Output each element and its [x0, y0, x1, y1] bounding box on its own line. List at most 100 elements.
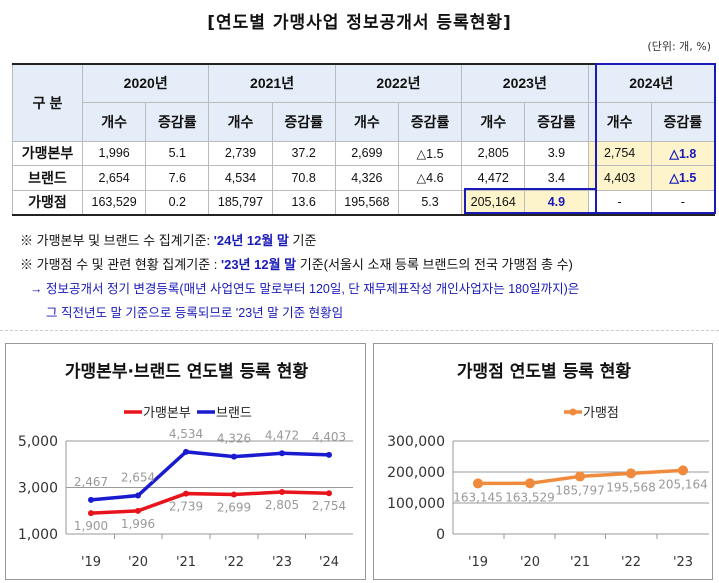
year-header: 2022년 — [334, 63, 463, 103]
count-cell: 4,472 — [461, 165, 526, 191]
y-tick-label: 3,000 — [18, 481, 58, 497]
legend-label: 브랜드 — [216, 406, 252, 421]
table-row: 가맹점 163,529 0.2 185,797 13.6 195,568 5.3 205,16… — [12, 189, 716, 215]
x-tick-label: '23 — [673, 555, 693, 570]
y-tick-label: 1,000 — [18, 527, 58, 543]
y-tick-label: 300,000 — [387, 434, 445, 450]
note-4: 그 직전년도 말 기준으로 등록되므로 '23년 말 기준 현황임 — [46, 306, 344, 320]
data-label: 2,654 — [121, 471, 155, 485]
x-tick-label: '19 — [468, 555, 488, 570]
x-tick-label: '21 — [570, 555, 590, 570]
row-label: 브랜드 — [12, 165, 83, 191]
count-cell: 2,654 — [81, 165, 147, 191]
data-point — [279, 489, 285, 496]
data-point — [279, 450, 285, 457]
rate-cell: 4.9 — [524, 189, 589, 215]
data-label: 185,797 — [555, 483, 605, 497]
count-header: 개수 — [461, 101, 526, 142]
x-tick-label: '22 — [621, 555, 641, 570]
chart-stores: 가맹점 연도별 등록 현황 가맹점 0 100,000 200,000 300,000 '1… — [373, 343, 713, 580]
count-cell: 185,797 — [208, 189, 273, 215]
count-cell: 4,534 — [208, 165, 273, 191]
rate-cell: 5.3 — [397, 189, 463, 215]
note-text: 기준(서울시 소재 등록 브랜드의 전국 가맹점 총 수) — [296, 257, 573, 272]
data-label: 4,534 — [169, 427, 203, 441]
data-label: 2,739 — [169, 500, 203, 514]
rate-cell: - — [650, 189, 716, 215]
x-tick-label: '22 — [224, 555, 244, 570]
x-tick-label: '20 — [128, 555, 148, 570]
data-label: 1,996 — [121, 517, 155, 531]
count-cell: 2,699 — [334, 140, 399, 166]
count-cell: 195,568 — [334, 189, 399, 215]
y-tick-label: 0 — [436, 527, 445, 543]
corner-header: 구 분 — [12, 63, 83, 142]
rate-header: 증감률 — [145, 101, 210, 142]
data-point — [525, 478, 535, 489]
data-label: 2,754 — [312, 499, 346, 513]
x-tick-label: '20 — [520, 555, 540, 570]
data-point — [626, 468, 636, 479]
registration-table: 구 분 2020년 2021년 2022년 2023년 2024년 개수 증감률 개… — [12, 63, 716, 216]
rate-header: 증감률 — [271, 101, 336, 142]
count-cell: 1,996 — [81, 140, 147, 166]
data-point — [88, 510, 94, 517]
data-point — [88, 496, 94, 503]
x-tick-label: '24 — [319, 555, 339, 570]
count-header: 개수 — [81, 101, 147, 142]
x-tick-label: '19 — [81, 555, 101, 570]
year-header: 2021년 — [208, 63, 336, 103]
rate-cell: 3.9 — [524, 140, 589, 166]
x-tick-label: '23 — [272, 555, 292, 570]
count-header: 개수 — [334, 101, 399, 142]
data-point — [183, 490, 189, 497]
chart-hq-brand: 가맹본부·브랜드 연도별 등록 현황 가맹본부 브랜드 1,000 3,000 5,000… — [5, 343, 366, 580]
note-bold: '24년 12월 말 — [213, 233, 289, 248]
rate-cell: 13.6 — [271, 189, 336, 215]
rate-cell: 70.8 — [271, 165, 336, 191]
count-cell: 205,164 — [461, 189, 526, 215]
data-label: 2,467 — [74, 475, 108, 489]
data-point — [326, 490, 332, 497]
note-text: ※ 가맹점 수 및 관련 현황 집계기준 : — [20, 257, 221, 272]
count-header: 개수 — [587, 101, 652, 142]
legend-label: 가맹본부 — [143, 406, 191, 421]
note-text: ※ 가맹본부 및 브랜드 수 집계기준: — [20, 233, 214, 248]
rate-cell: 3.4 — [524, 165, 589, 191]
unit-label: (단위: 개, %) — [647, 40, 711, 53]
count-cell: 4,326 — [334, 165, 399, 191]
rate-cell: 0.2 — [145, 189, 210, 215]
chart-title: 가맹점 연도별 등록 현황 — [457, 362, 632, 382]
data-label: 195,568 — [606, 480, 656, 494]
count-cell: 2,754 — [587, 140, 652, 166]
data-point — [231, 491, 237, 498]
data-label: 163,145 — [453, 490, 503, 504]
y-tick-label: 100,000 — [387, 496, 445, 512]
table-row: 브랜드 2,654 7.6 4,534 70.8 4,326 △4.6 4,472 3.4 4,4… — [12, 165, 716, 191]
data-point — [183, 448, 189, 455]
rate-cell: 37.2 — [271, 140, 336, 166]
table-row: 가맹본부 1,996 5.1 2,739 37.2 2,699 △1.5 2,805 3.9 2,… — [12, 140, 716, 166]
data-point — [231, 453, 237, 460]
rate-cell: △4.6 — [397, 165, 463, 191]
series-line-가맹본부 — [90, 490, 330, 515]
note-text: 기준 — [288, 233, 317, 248]
rate-header: 증감률 — [524, 101, 589, 142]
count-cell: 2,739 — [208, 140, 273, 166]
count-cell: 163,529 — [81, 189, 147, 215]
rate-header: 증감률 — [397, 101, 463, 142]
count-cell: 2,805 — [461, 140, 526, 166]
divider — [0, 330, 719, 331]
year-header: 2024년 — [587, 63, 715, 103]
legend-marker — [569, 408, 577, 416]
note-3: → 정보공개서 정기 변경등록(매년 사업연도 말로부터 120일, 단 재무제… — [30, 282, 580, 296]
data-label: 4,326 — [217, 432, 251, 446]
data-point — [135, 492, 141, 499]
row-label: 가맹점 — [12, 189, 83, 215]
note-2: ※ 가맹점 수 및 관련 현황 집계기준 : '23년 12월 말 기준(서울시… — [20, 254, 573, 273]
data-label: 163,529 — [505, 490, 555, 504]
row-label: 가맹본부 — [12, 140, 83, 166]
data-label: 2,805 — [265, 498, 299, 512]
